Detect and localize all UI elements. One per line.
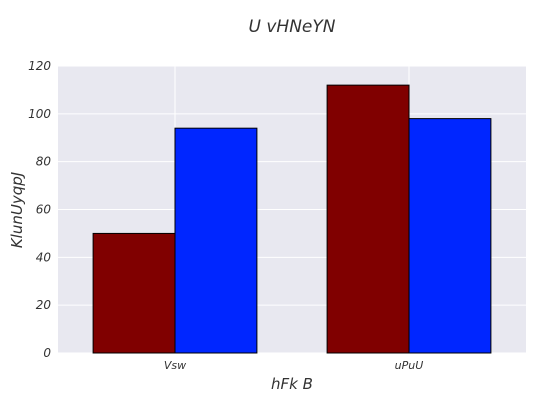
- y-tick-label: 0: [43, 346, 51, 360]
- y-axis-label: KlunUyqpJ: [8, 172, 26, 248]
- y-tick-label: 40: [36, 250, 52, 264]
- y-tick-label: 20: [36, 298, 52, 312]
- y-axis-ticks: 0 20 40 60 80 100 120: [28, 59, 51, 360]
- x-axis-label: hFk B: [271, 375, 313, 393]
- bar-Vsw-series-2: [174, 127, 258, 354]
- y-tick-label: 80: [36, 155, 52, 169]
- bar-uPuU-series-1: [326, 84, 410, 354]
- chart-title: U vHNeYN: [249, 17, 336, 37]
- bars: [92, 84, 492, 354]
- y-tick-label: 60: [36, 203, 52, 217]
- bar-uPuU-series-2: [408, 118, 492, 354]
- x-axis-ticks: Vsw uPuU: [164, 359, 423, 372]
- x-tick-label: Vsw: [164, 359, 186, 372]
- y-tick-label: 120: [28, 59, 51, 73]
- x-tick-label: uPuU: [395, 359, 424, 372]
- bar-Vsw-series-1: [92, 232, 176, 354]
- y-tick-label: 100: [28, 107, 51, 121]
